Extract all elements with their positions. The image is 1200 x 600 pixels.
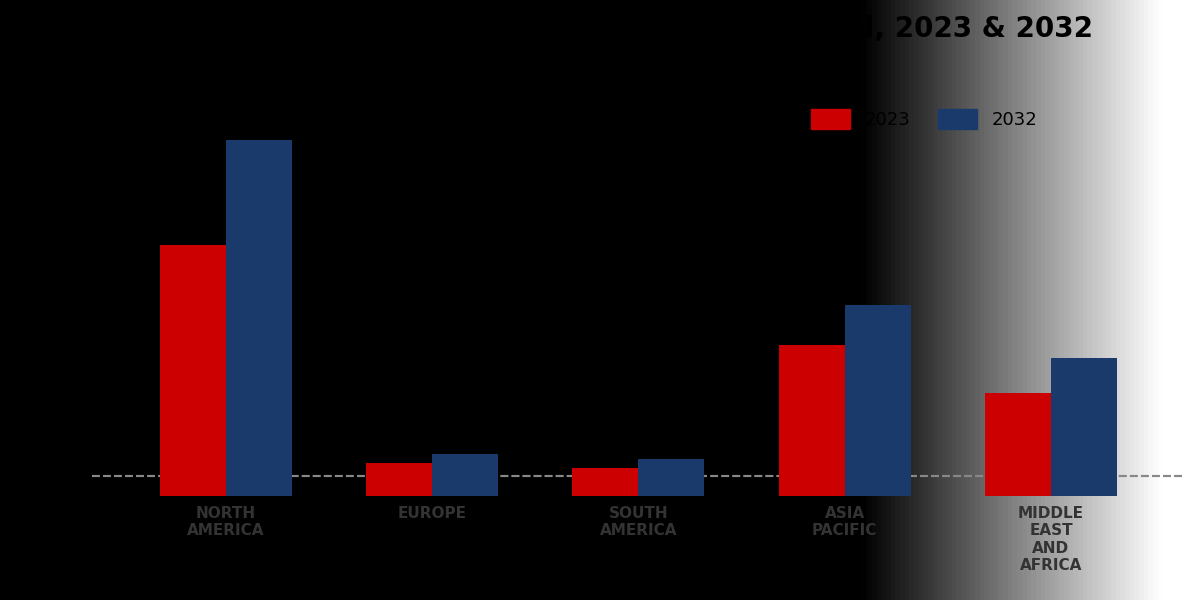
- Bar: [226, 140, 292, 496]
- Text: 19.09: 19.09: [167, 225, 220, 243]
- Bar: [845, 305, 911, 496]
- Bar: [572, 469, 638, 496]
- Bar: [638, 459, 704, 496]
- Text: Sugar Free Carbonated Drink Market, By Regional, 2023 & 2032: Sugar Free Carbonated Drink Market, By R…: [92, 15, 1093, 43]
- Legend: 2023, 2032: 2023, 2032: [804, 101, 1045, 137]
- Bar: [985, 393, 1051, 496]
- Bar: [160, 245, 226, 496]
- Bar: [1051, 358, 1117, 496]
- Bar: [366, 463, 432, 496]
- Bar: [432, 454, 498, 496]
- Y-axis label: Market Size in USD Billion: Market Size in USD Billion: [62, 168, 78, 390]
- Bar: [779, 344, 845, 496]
